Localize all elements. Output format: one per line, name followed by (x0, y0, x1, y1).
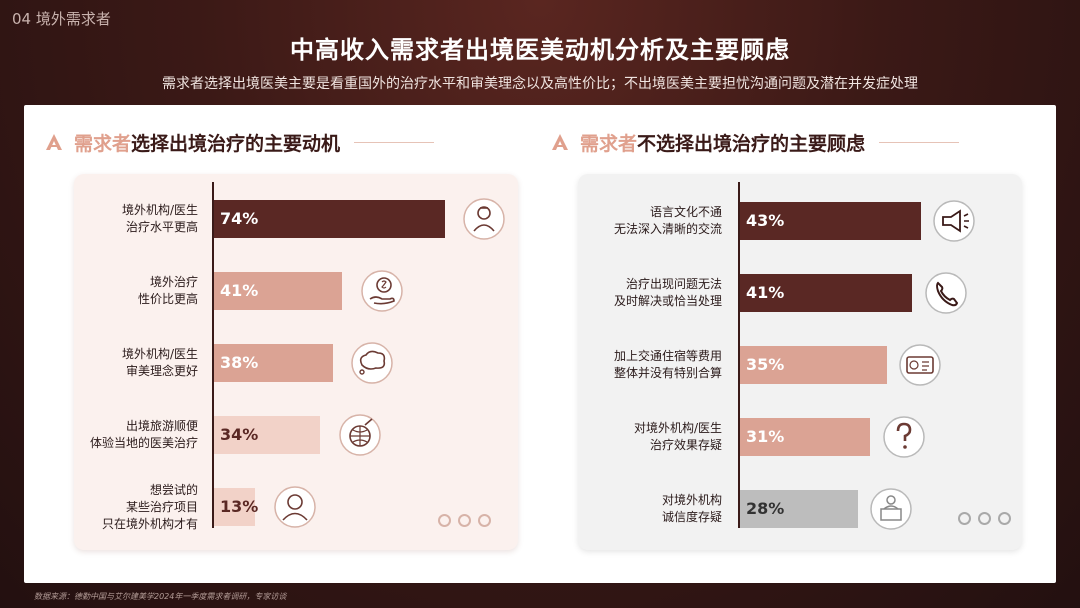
category-label-line: 体验当地的医美治疗 (89, 436, 198, 450)
person-icon (273, 485, 317, 529)
right-heading-text: 不选择出境治疗的主要顾虑 (637, 132, 866, 155)
category-label-line: 治疗水平更高 (125, 220, 198, 234)
money-hand-icon (360, 269, 404, 313)
bar-value-label: 13% (220, 497, 259, 516)
category-label-line: 语言文化不通 (649, 205, 722, 219)
page-title: 中高收入需求者出境医美动机分析及主要顾虑 (290, 36, 790, 64)
bar-value-label: 74% (220, 209, 259, 228)
category-label: 对境外机构/医生治疗效果存疑 (602, 420, 722, 454)
phone-icon (924, 271, 968, 315)
bar-value-label: 41% (220, 281, 259, 300)
bar-value-label: 31% (746, 427, 785, 446)
bill-icon (898, 343, 942, 387)
chart-axis (212, 182, 214, 528)
category-label-line: 某些治疗项目 (125, 499, 198, 514)
left-heading: 需求者 选择出境治疗的主要动机 (44, 129, 435, 155)
dot (958, 512, 971, 525)
category-label: 治疗出现问题无法及时解决或恰当处理 (602, 276, 722, 310)
bar (740, 490, 858, 528)
bar (214, 344, 333, 382)
dot (438, 514, 451, 527)
doctor-icon (462, 197, 506, 241)
bar-value-label: 34% (220, 425, 259, 444)
bar (214, 272, 342, 310)
category-label: 对境外机构诚信度存疑 (602, 492, 722, 526)
category-label-line: 审美理念更好 (125, 364, 198, 378)
bar (740, 202, 921, 240)
category-label-line: 想尝试的 (149, 482, 198, 497)
left-heading-text: 选择出境治疗的主要动机 (131, 132, 341, 155)
category-label-line: 加上交通住宿等费用 (613, 349, 722, 363)
section-label: 04 境外需求者 (12, 10, 111, 28)
bar-value-label: 28% (746, 499, 785, 518)
left-heading-divider (354, 141, 435, 143)
category-label-line: 诚信度存疑 (661, 510, 722, 524)
page-subtitle: 需求者选择出境医美主要是看重国外的治疗水平和审美理念以及高性价比；不出境医美主要… (162, 76, 918, 92)
dot (998, 512, 1011, 525)
category-label-line: 出境旅游顺便 (125, 419, 198, 433)
category-label-line: 境外机构/医生 (121, 347, 198, 361)
category-label: 境外机构/医生 审美理念更好 (78, 346, 198, 380)
brand-a-icon (552, 134, 568, 150)
reception-icon (869, 487, 913, 531)
bar-value-label: 43% (746, 211, 785, 230)
bar-value-label: 35% (746, 355, 785, 374)
brand-a-icon (46, 134, 62, 150)
thought-bubble-icon (350, 341, 394, 385)
category-label-line: 境外治疗 (149, 275, 198, 289)
category-label: 想尝试的某些治疗项目只在境外机构才有 (78, 482, 198, 533)
bar (740, 346, 887, 384)
right-heading: 需求者 不选择出境治疗的主要顾虑 (550, 129, 960, 155)
bar (214, 416, 321, 454)
category-label: 出境旅游顺便体验当地的医美治疗 (78, 418, 198, 452)
chart-axis (738, 182, 740, 528)
bar-value-label: 38% (220, 353, 259, 372)
right-heading-divider (879, 141, 960, 143)
megaphone-icon (932, 199, 976, 243)
left-pagination-dots (438, 514, 491, 527)
category-label-line: 境外机构/医生 (121, 203, 198, 217)
category-label-line: 治疗出现问题无法 (625, 277, 722, 291)
right-pagination-dots (958, 512, 1011, 525)
source-note: 数据来源：德勤中国与艾尔建美学2024年一季度需求者调研，专家访谈 (34, 592, 287, 601)
category-label-line: 对境外机构/医生 (633, 421, 722, 435)
dot (458, 514, 471, 527)
left-heading-accent: 需求者 (74, 132, 132, 155)
category-label: 加上交通住宿等费用 整体并没有特别合算 (602, 348, 722, 382)
right-heading-accent: 需求者 (580, 132, 638, 155)
category-label-line: 对境外机构 (661, 493, 722, 507)
category-label-line: 治疗效果存疑 (649, 438, 722, 452)
question-icon (882, 415, 926, 459)
dot (478, 514, 491, 527)
dot (978, 512, 991, 525)
category-label-line: 整体并没有特别合算 (613, 366, 722, 380)
category-label-line: 及时解决或恰当处理 (613, 294, 722, 308)
bar (214, 200, 445, 238)
bar (214, 488, 255, 526)
category-label: 语言文化不通无法深入清晰的交流 (602, 204, 722, 238)
bar-value-label: 41% (746, 283, 785, 302)
category-label-line: 无法深入清晰的交流 (613, 222, 722, 236)
bar (740, 418, 871, 456)
category-label: 境外治疗性价比更高 (78, 274, 198, 308)
bar (740, 274, 913, 312)
category-label: 境外机构/医生 治疗水平更高 (78, 202, 198, 236)
globe-target-icon (338, 413, 382, 457)
category-label-line: 性价比更高 (137, 292, 198, 306)
category-label-line: 只在境外机构才有 (101, 516, 198, 531)
